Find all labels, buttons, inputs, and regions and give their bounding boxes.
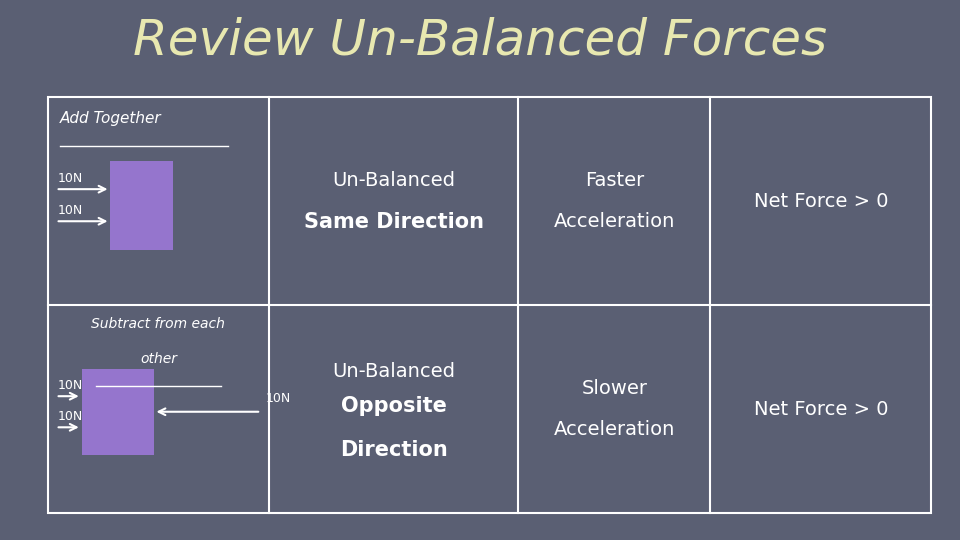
Text: other: other	[140, 352, 177, 366]
Bar	[82, 368, 154, 455]
Bar	[48, 97, 931, 513]
Text: Net Force > 0: Net Force > 0	[754, 400, 888, 419]
Text: Subtract from each: Subtract from each	[91, 317, 226, 331]
Text: 10N: 10N	[266, 392, 291, 405]
Text: 10N: 10N	[58, 204, 83, 217]
Text: Acceleration: Acceleration	[554, 420, 675, 439]
Text: Direction: Direction	[340, 440, 447, 460]
Text: Add Together: Add Together	[60, 111, 161, 126]
Text: Slower: Slower	[582, 379, 647, 399]
Text: Review Un-Balanced Forces: Review Un-Balanced Forces	[133, 17, 827, 64]
Text: Faster: Faster	[585, 171, 644, 191]
Text: 10N: 10N	[58, 410, 83, 423]
Text: Acceleration: Acceleration	[554, 212, 675, 231]
Bar	[110, 160, 173, 249]
Text: Un-Balanced: Un-Balanced	[332, 362, 455, 381]
Text: Un-Balanced: Un-Balanced	[332, 171, 455, 191]
Text: Opposite: Opposite	[341, 396, 446, 416]
Text: 10N: 10N	[58, 379, 83, 392]
Text: Net Force > 0: Net Force > 0	[754, 192, 888, 211]
Text: Same Direction: Same Direction	[303, 212, 484, 232]
Text: 10N: 10N	[58, 172, 83, 185]
